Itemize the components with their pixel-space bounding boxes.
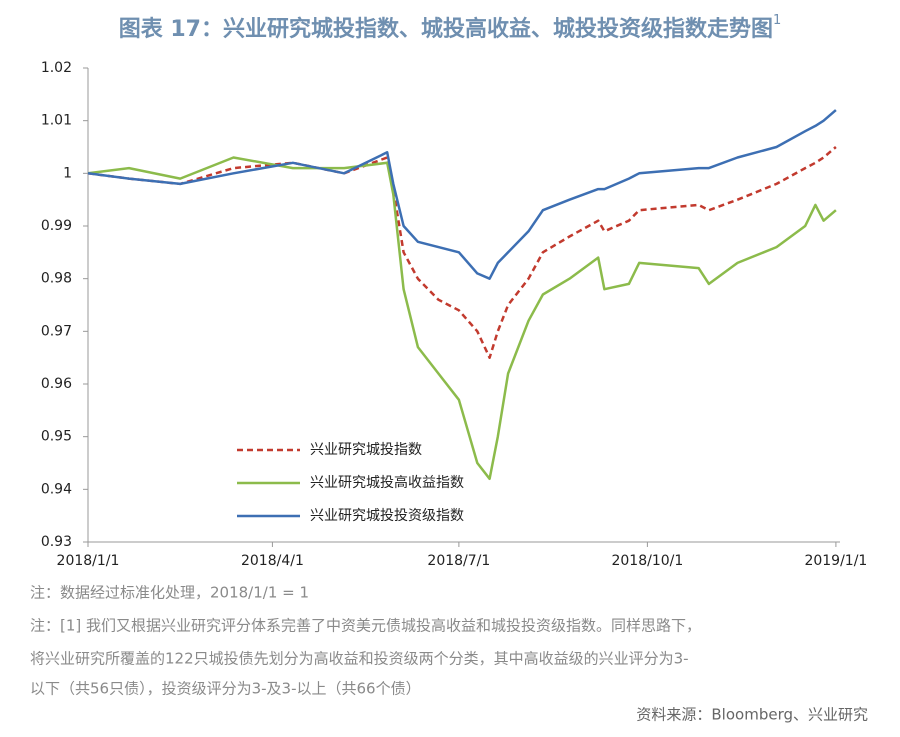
legend-label: 兴业研究城投投资级指数 bbox=[310, 508, 464, 524]
series-line bbox=[87, 156, 837, 481]
y-tick-label: 1.02 bbox=[41, 60, 72, 76]
series-line bbox=[87, 146, 837, 359]
y-tick-label: 0.97 bbox=[41, 323, 72, 339]
y-tick-label: 1.01 bbox=[41, 113, 72, 129]
y-tick-label: 0.98 bbox=[41, 271, 72, 287]
y-tick-label: 0.99 bbox=[41, 218, 72, 234]
note: 注：数据经过标准化处理，2018/1/1 = 1 bbox=[30, 584, 309, 602]
y-tick-label: 0.96 bbox=[41, 376, 72, 392]
y-tick-label: 0.94 bbox=[41, 481, 72, 497]
source: 资料来源：Bloomberg、兴业研究 bbox=[636, 706, 868, 724]
x-tick-label: 2018/10/1 bbox=[611, 553, 683, 569]
y-tick-label: 0.93 bbox=[41, 534, 72, 550]
x-tick-label: 2018/7/1 bbox=[427, 553, 490, 569]
title-text: 图表 17：兴业研究城投指数、城投高收益、城投投资级指数走势图 bbox=[119, 16, 773, 42]
note: 注：[1] 我们又根据兴业研究评分体系完善了中资美元债城投高收益和城投投资级指数… bbox=[30, 617, 701, 635]
x-tick-label: 2019/1/1 bbox=[804, 553, 867, 569]
series-line bbox=[87, 109, 837, 280]
note: 将兴业研究所覆盖的122只城投债先划分为高收益和投资级两个分类，其中高收益级的兴… bbox=[30, 650, 689, 668]
title-superscript: 1 bbox=[773, 13, 781, 28]
legend-label: 兴业研究城投指数 bbox=[310, 442, 422, 458]
legend-label: 兴业研究城投高收益指数 bbox=[310, 474, 464, 491]
chart-title: 图表 17：兴业研究城投指数、城投高收益、城投投资级指数走势图1 bbox=[119, 13, 782, 43]
x-tick-label: 2018/1/1 bbox=[57, 553, 120, 569]
x-tick-label: 2018/4/1 bbox=[241, 553, 304, 569]
y-tick-label: 1 bbox=[63, 165, 72, 181]
y-tick-label: 0.95 bbox=[41, 429, 72, 445]
note: 以下（共56只债），投资级评分为3-及3-以上（共66个债） bbox=[30, 680, 421, 698]
